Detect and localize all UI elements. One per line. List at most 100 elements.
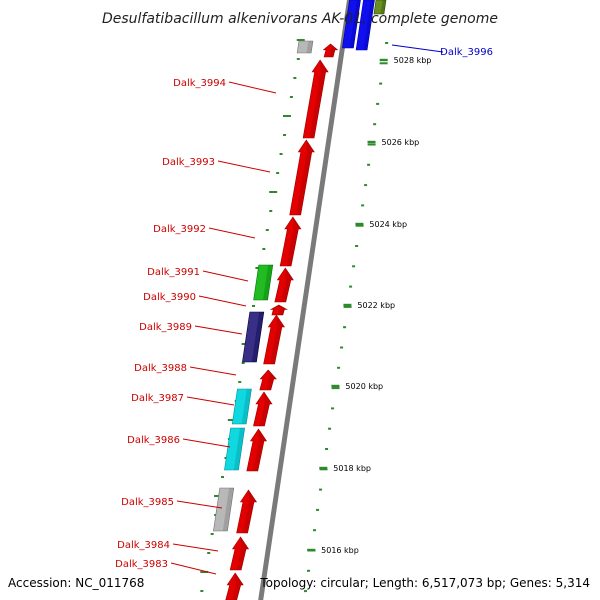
block-shade xyxy=(363,0,375,50)
scale-label: 5020 kbp xyxy=(345,382,383,391)
gene-arrow-dalk-3987-r[interactable] xyxy=(253,391,273,427)
arrow-body xyxy=(289,139,315,216)
gene-block-dalk-3987[interactable] xyxy=(231,388,252,425)
scale-label: 5018 kbp xyxy=(333,464,371,473)
label-dalk-3992[interactable]: Dalk_3992 xyxy=(153,224,206,235)
gene-arrow-dalk-3984[interactable] xyxy=(229,536,250,571)
gene-arrow-dalk-3994[interactable] xyxy=(302,59,329,139)
block-body xyxy=(231,388,252,425)
block-shade xyxy=(380,0,386,14)
label-dalk-3985[interactable]: Dalk_3985 xyxy=(121,497,174,508)
label-dalk-3991[interactable]: Dalk_3991 xyxy=(147,267,200,278)
leader-line xyxy=(217,160,271,173)
arrow-body xyxy=(259,369,277,391)
accession-text: Accession: NC_011768 xyxy=(8,576,144,590)
block-shade xyxy=(251,312,264,362)
arrow-body xyxy=(253,391,273,427)
label-dalk-3994[interactable]: Dalk_3994 xyxy=(173,78,226,89)
block-shade xyxy=(349,0,361,48)
gene-arrow-dalk-3986-r[interactable] xyxy=(246,428,268,472)
arrow-body xyxy=(236,489,258,534)
scale-label: 5022 kbp xyxy=(357,301,395,310)
gene-arrow-small[interactable] xyxy=(269,304,289,316)
label-dalk-3996[interactable]: Dalk_3996 xyxy=(440,47,493,58)
leader-line xyxy=(228,81,277,94)
arrow-shade xyxy=(259,392,272,426)
label-dalk-3986[interactable]: Dalk_3986 xyxy=(127,435,180,446)
arrow-shade xyxy=(266,370,277,390)
leader-line xyxy=(208,227,256,239)
label-dalk-3990[interactable]: Dalk_3990 xyxy=(143,292,196,303)
gene-arrow-dalk-3988[interactable] xyxy=(259,369,277,391)
arrow-body xyxy=(246,428,268,472)
arrow-body xyxy=(263,314,285,365)
block-shade xyxy=(306,41,313,53)
block-body xyxy=(242,311,265,363)
gene-arrow-dalk-3983[interactable] xyxy=(225,572,244,600)
leader-line xyxy=(172,543,219,552)
backbone-line xyxy=(258,0,352,600)
block-body xyxy=(355,0,375,51)
label-dalk-3984[interactable]: Dalk_3984 xyxy=(117,540,170,551)
block-body xyxy=(224,427,246,471)
leader-line xyxy=(189,366,237,376)
label-dalk-3989[interactable]: Dalk_3989 xyxy=(139,322,192,333)
arrow-body xyxy=(322,43,339,58)
block-shade xyxy=(233,428,245,470)
topology-text: Topology: circular; Length: 6,517,073 bp… xyxy=(259,576,590,590)
gene-block-blue-2[interactable] xyxy=(355,0,375,51)
block-body xyxy=(213,487,235,532)
scale-label: 5026 kbp xyxy=(382,138,420,147)
block-shade xyxy=(222,488,234,531)
scale-label: 5028 kbp xyxy=(394,56,432,65)
scale-label: 5016 kbp xyxy=(321,546,359,555)
gene-block-gray-top[interactable] xyxy=(296,40,314,54)
scale-labels: 5028 kbp 5026 kbp 5024 kbp 5022 kbp 5020 kbp… xyxy=(307,56,431,555)
block-shade xyxy=(241,389,252,424)
scale-label: 5024 kbp xyxy=(369,220,407,229)
leader-line xyxy=(182,438,231,448)
leader-line xyxy=(391,44,444,53)
gene-labels: Dalk_3996 Dalk_3994 Dalk_3993 Dalk_3992 Dalk… xyxy=(115,44,493,575)
arrow-shade xyxy=(253,429,267,471)
arrow-shade xyxy=(329,44,338,57)
gene-arrow-dalk-3993[interactable] xyxy=(289,139,315,216)
arrow-shade xyxy=(286,217,301,266)
arrow-shade xyxy=(243,490,257,533)
gene-block-dalk-3996[interactable] xyxy=(342,0,361,49)
gene-arrow-small-top[interactable] xyxy=(322,43,339,58)
arrow-shade xyxy=(309,60,329,138)
gene-arrow-dalk-3989-r[interactable] xyxy=(263,314,285,365)
leader-line xyxy=(194,325,243,335)
arrow-shade xyxy=(281,268,294,302)
gene-block-dalk-3986[interactable] xyxy=(224,427,246,471)
arrow-body xyxy=(302,59,329,139)
block-shade xyxy=(262,265,273,300)
gene-block-dalk-3991[interactable] xyxy=(253,264,274,301)
gene-arrow-dalk-3990[interactable] xyxy=(274,267,294,303)
arrow-body xyxy=(274,267,294,303)
gene-arrow-dalk-3985-r[interactable] xyxy=(236,489,258,534)
arrow-shade xyxy=(278,305,287,315)
leader-line xyxy=(202,270,249,282)
gene-block-dalk-3985[interactable] xyxy=(213,487,235,532)
arrow-shade xyxy=(296,140,315,215)
gene-arrow-dalk-3992[interactable] xyxy=(279,216,302,267)
leader-line xyxy=(198,295,247,307)
label-dalk-3993[interactable]: Dalk_3993 xyxy=(162,157,215,168)
block-body xyxy=(342,0,361,49)
arrow-body xyxy=(225,572,244,600)
gene-block-olive[interactable] xyxy=(373,0,387,15)
label-dalk-3988[interactable]: Dalk_3988 xyxy=(134,363,187,374)
feature-track xyxy=(213,0,387,600)
arrow-body xyxy=(269,304,289,316)
map-title: Desulfatibacillum alkenivorans AK-01, co… xyxy=(102,11,498,27)
label-dalk-3983[interactable]: Dalk_3983 xyxy=(115,559,168,570)
genome-backbone xyxy=(258,0,352,600)
block-body xyxy=(253,264,274,301)
arrow-shade xyxy=(236,537,249,570)
arrow-body xyxy=(279,216,302,267)
gene-block-dalk-3989[interactable] xyxy=(242,311,265,363)
label-dalk-3987[interactable]: Dalk_3987 xyxy=(131,393,184,404)
